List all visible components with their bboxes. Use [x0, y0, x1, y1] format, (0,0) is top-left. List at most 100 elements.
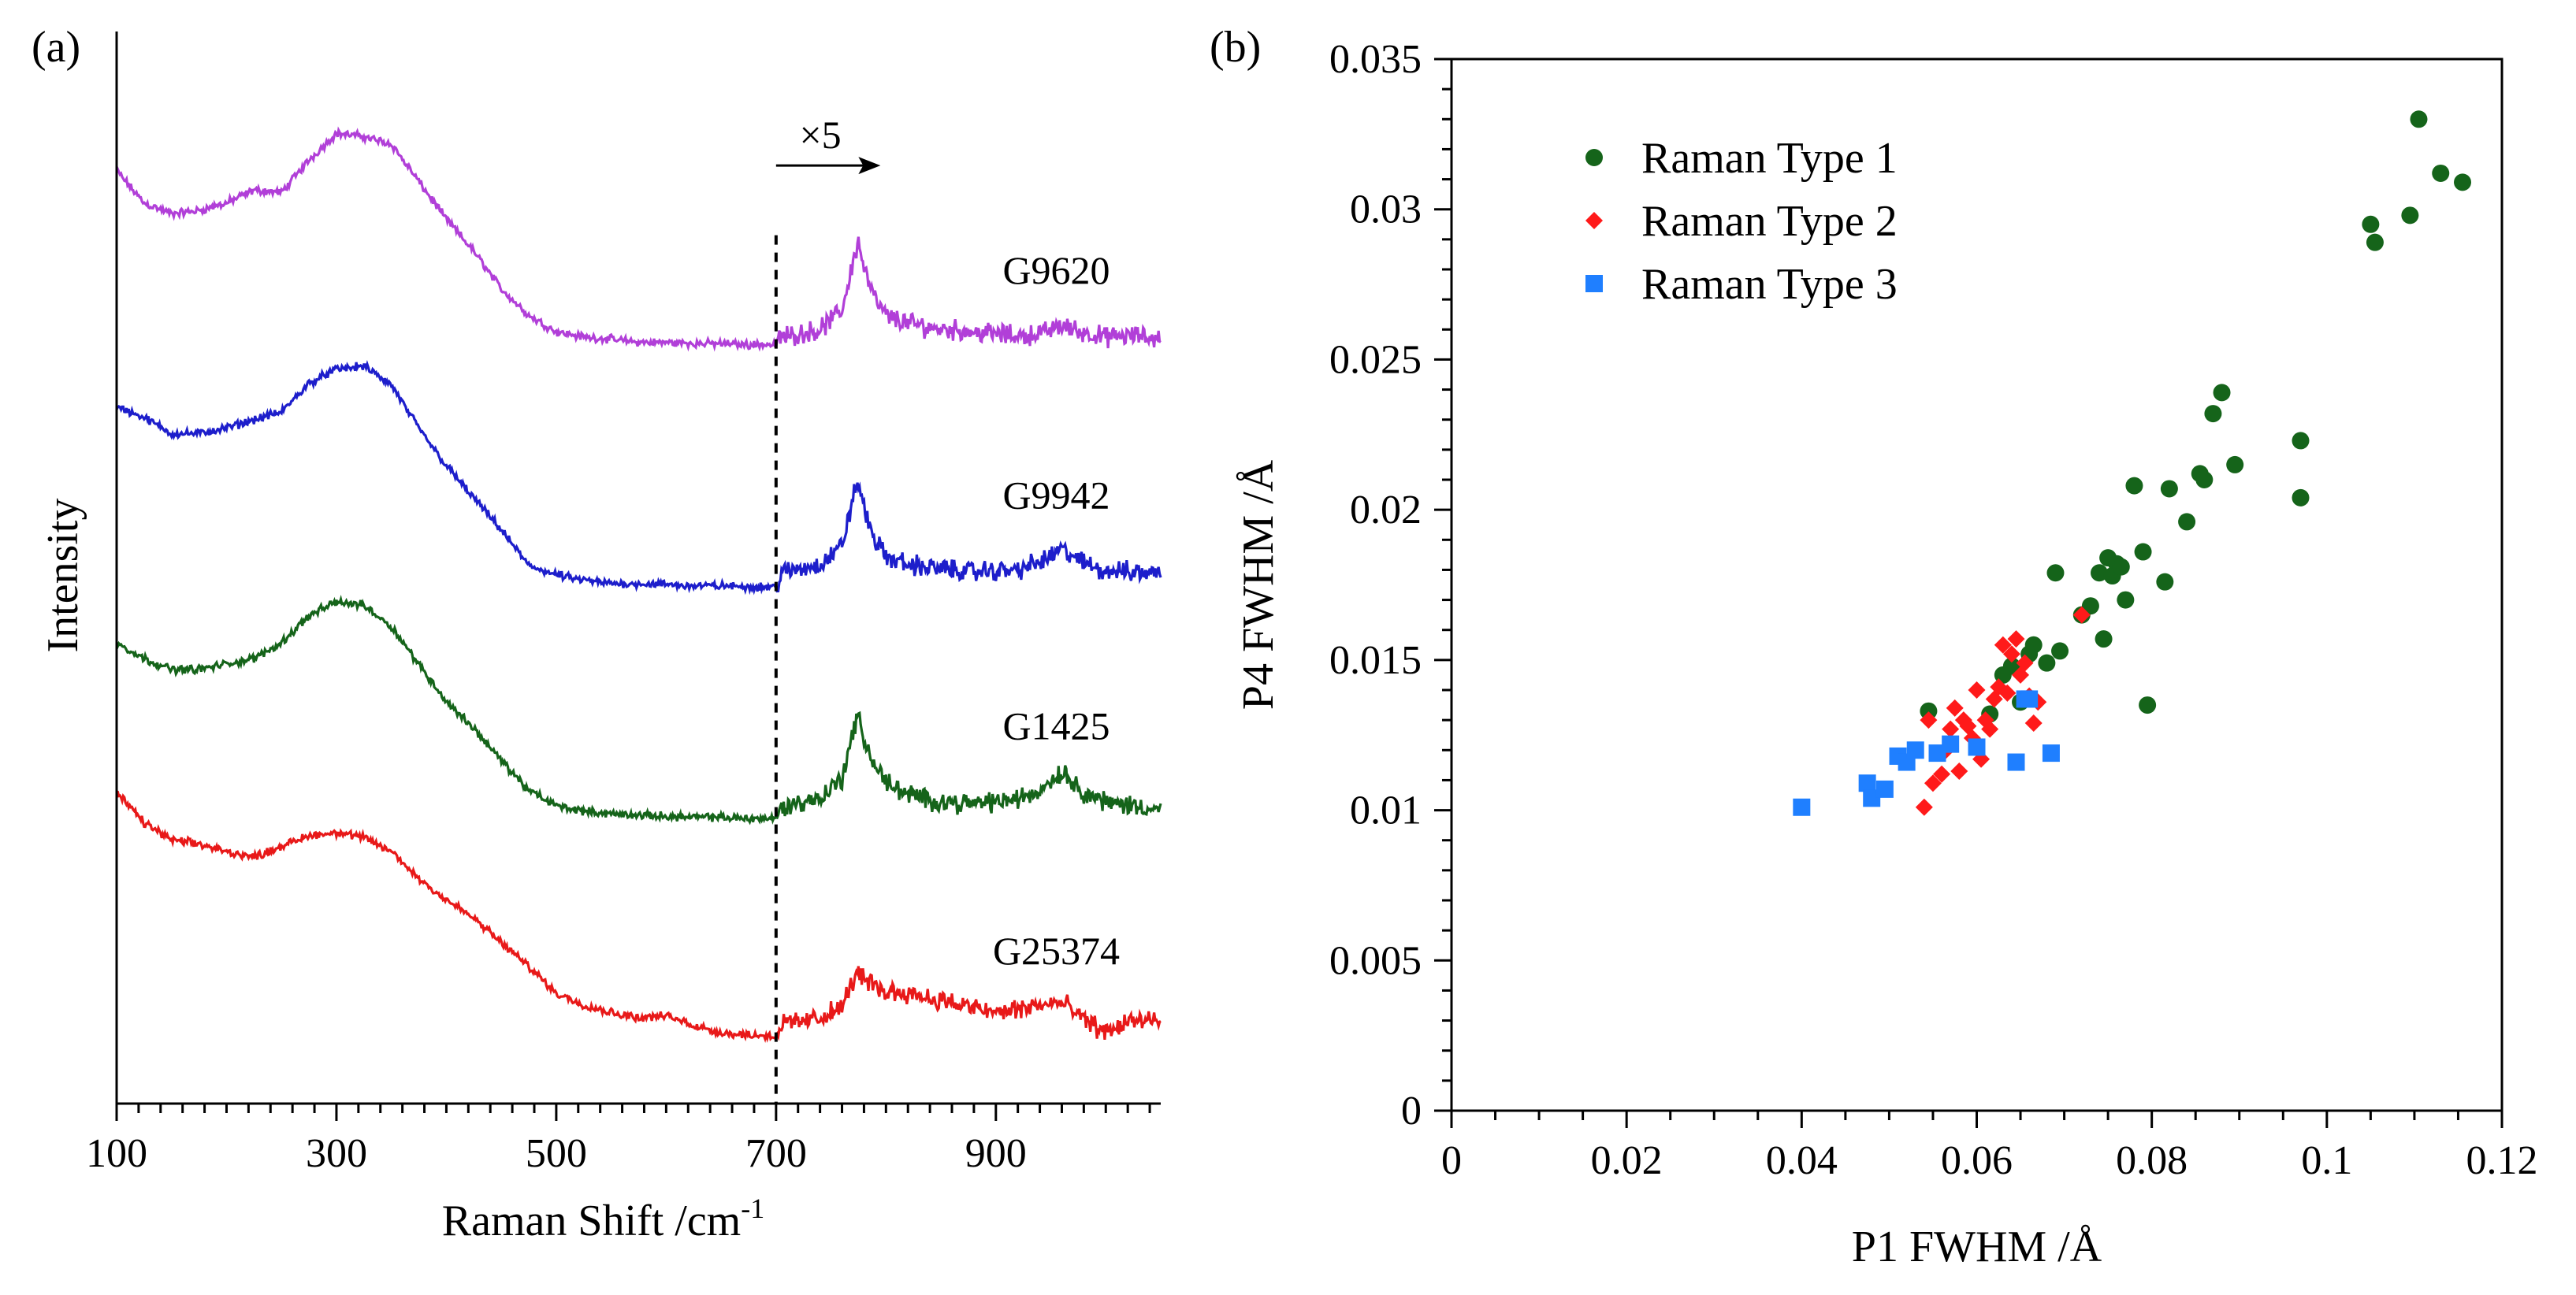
trace-label-G9942: G9942	[1002, 473, 1110, 518]
data-point	[2204, 405, 2222, 423]
x-tick-label: 700	[745, 1131, 807, 1176]
x-axis-tick-labels: 100 300 500 700 900	[86, 1131, 1027, 1176]
data-point	[1950, 762, 1968, 780]
data-point	[2081, 597, 2099, 615]
data-point	[2366, 233, 2384, 251]
y-tick-label: 0.025	[1329, 337, 1422, 382]
y-axis-title: Intensity	[39, 499, 87, 653]
data-point	[2362, 215, 2380, 233]
legend-label-1: Raman Type 1	[1641, 134, 1898, 183]
data-point	[2051, 642, 2069, 660]
data-point	[2454, 173, 2472, 191]
trace-label-G9620: G9620	[1002, 248, 1110, 292]
legend-label-3: Raman Type 3	[1641, 260, 1898, 309]
data-point	[2007, 753, 2025, 771]
panel-b-scatter-chart: (b) 0 0.02 0.04 0.06 0.08 0.1 0.12 00.0050.010…	[1210, 23, 2538, 1271]
y-tick-label: 0.02	[1350, 488, 1422, 532]
data-point	[2016, 654, 2034, 672]
data-point	[1942, 735, 1960, 753]
trace-label-G1425: G1425	[1002, 703, 1110, 748]
data-point	[2432, 164, 2450, 182]
x-tick-label: 0	[1441, 1138, 1462, 1183]
trace-G9942	[115, 359, 1162, 596]
panel-b-label: (b)	[1210, 23, 1261, 72]
y-tick-label: 0.005	[1329, 938, 1422, 983]
data-point	[2002, 645, 2020, 663]
trace-labels: G9620 G9942 G1425 G25374	[993, 248, 1120, 973]
legend-label-2: Raman Type 2	[1641, 197, 1898, 246]
data-point	[2139, 696, 2157, 714]
data-point	[1915, 798, 1933, 816]
x-tick-label: 900	[965, 1131, 1027, 1176]
panel-a-label: (a)	[32, 23, 80, 72]
data-point	[2112, 558, 2130, 576]
y-tick-label: 0.015	[1329, 638, 1422, 683]
data-point	[2134, 543, 2152, 561]
panel-a-spectra-chart: (a) ×5 G9620 G9942 G1425 G25374 100 300 500 70…	[32, 23, 1162, 1245]
x-axis-ticks	[115, 1104, 1151, 1121]
x-tick-label: 300	[306, 1131, 367, 1176]
data-point	[2226, 455, 2244, 473]
data-point	[1863, 789, 1881, 807]
x-tick-label: 100	[86, 1131, 147, 1176]
data-point	[1920, 702, 1938, 720]
data-point	[1994, 636, 2012, 654]
data-point	[2292, 488, 2310, 506]
legend-marker-1	[1585, 149, 1603, 166]
data-point	[2213, 384, 2231, 402]
x-tick-label: 0.04	[1766, 1138, 1838, 1183]
data-point	[2160, 480, 2178, 498]
data-point	[2195, 471, 2214, 488]
axis-ticks	[1434, 58, 2504, 1128]
data-point	[1920, 711, 1938, 729]
x-tick-label: 0.06	[1941, 1138, 2013, 1183]
x-tick-label: 0.08	[2116, 1138, 2188, 1183]
data-point	[2046, 564, 2065, 582]
data-point	[1968, 681, 1986, 699]
data-point	[1793, 798, 1811, 816]
spectra-traces	[115, 126, 1162, 1043]
x-axis-title: P1 FWHM /Å	[1852, 1223, 2102, 1271]
zoom-factor-label: ×5	[799, 113, 841, 157]
data-point	[2178, 513, 2196, 531]
data-point	[2156, 573, 2174, 591]
plot-frame	[1450, 58, 2504, 1112]
data-point	[1928, 744, 1946, 763]
series-raman-type-3	[1793, 690, 2060, 816]
x-axis-tick-labels: 0 0.02 0.04 0.06 0.08 0.1 0.12	[1441, 1138, 2538, 1183]
data-point	[2410, 110, 2428, 128]
data-point	[1946, 699, 1964, 717]
y-tick-label: 0.03	[1350, 187, 1422, 232]
y-tick-label: 0	[1401, 1089, 1422, 1134]
zoom-arrow-head	[858, 157, 881, 175]
data-point	[1933, 765, 1951, 783]
x-tick-label: 0.1	[2301, 1138, 2352, 1183]
data-point	[2125, 477, 2143, 495]
x-axis-title-text: Raman Shift /cm	[442, 1197, 742, 1245]
scatter-points	[1793, 110, 2472, 816]
data-point	[2117, 591, 2135, 609]
data-point	[1924, 774, 1942, 792]
data-point	[2072, 606, 2091, 624]
data-point	[1858, 774, 1876, 792]
data-point	[2024, 636, 2043, 654]
trace-G9620	[115, 126, 1162, 352]
data-point	[1998, 684, 2017, 702]
series-raman-type-2	[1915, 606, 2091, 816]
data-point	[2007, 630, 2025, 648]
data-point	[2024, 714, 2043, 732]
legend-marker-2	[1585, 212, 1603, 229]
x-axis-title-superscript: -1	[741, 1193, 764, 1224]
trace-G1425	[115, 594, 1162, 826]
data-point	[2042, 744, 2060, 763]
data-point	[2401, 206, 2419, 224]
y-tick-label: 0.035	[1329, 37, 1422, 82]
data-point	[2091, 564, 2109, 582]
x-tick-label: 0.02	[1591, 1138, 1663, 1183]
trace-G25374	[116, 790, 1162, 1043]
data-point	[2020, 690, 2039, 708]
data-point	[1906, 741, 1924, 759]
data-point	[1875, 780, 1894, 798]
data-point	[2002, 657, 2020, 675]
data-point	[1968, 738, 1986, 756]
